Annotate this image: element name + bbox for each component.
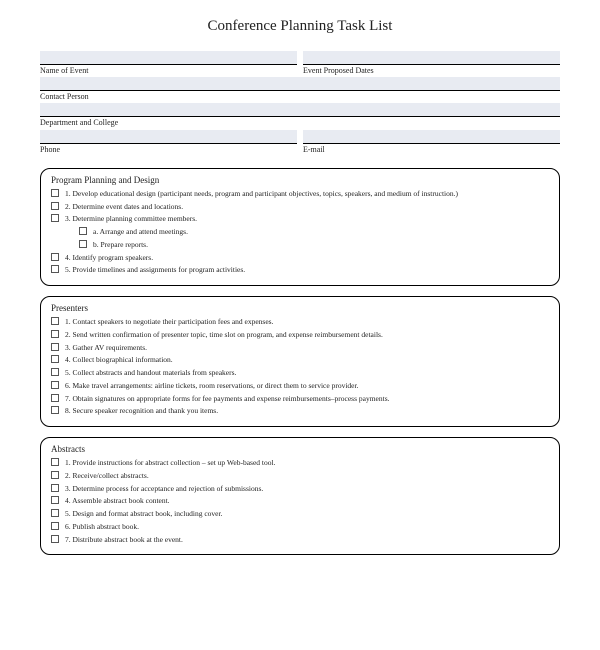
checkbox[interactable] — [51, 535, 59, 543]
task-text: 5. Collect abstracts and handout materia… — [65, 367, 549, 378]
checkbox[interactable] — [51, 458, 59, 466]
section-title: Program Planning and Design — [51, 175, 549, 185]
task-item: 3. Gather AV requirements. — [51, 342, 549, 353]
event-dates-label: Event Proposed Dates — [303, 65, 560, 76]
checkbox[interactable] — [79, 240, 87, 248]
task-item: 5. Provide timelines and assignments for… — [51, 264, 549, 275]
contact-person-input[interactable] — [40, 77, 560, 91]
page-title: Conference Planning Task List — [40, 18, 560, 35]
checkbox[interactable] — [51, 496, 59, 504]
task-item: 2. Determine event dates and locations. — [51, 201, 549, 212]
task-text: 4. Identify program speakers. — [65, 252, 549, 263]
checkbox[interactable] — [51, 189, 59, 197]
task-text: 7. Distribute abstract book at the event… — [65, 534, 549, 545]
checkbox[interactable] — [51, 202, 59, 210]
contact-person-label: Contact Person — [40, 91, 560, 102]
phone-input[interactable] — [40, 130, 297, 144]
task-text: 1. Develop educational design (participa… — [65, 188, 549, 199]
task-list: 1. Contact speakers to negotiate their p… — [51, 316, 549, 417]
task-item: 1. Contact speakers to negotiate their p… — [51, 316, 549, 327]
phone-label: Phone — [40, 144, 297, 155]
task-text: b. Prepare reports. — [93, 239, 549, 250]
task-text: 8. Secure speaker recognition and thank … — [65, 405, 549, 416]
section-1: Presenters 1. Contact speakers to negotia… — [40, 296, 560, 427]
section-title: Abstracts — [51, 444, 549, 454]
checkbox[interactable] — [79, 227, 87, 235]
task-item: 1. Develop educational design (participa… — [51, 188, 549, 199]
task-item: 7. Distribute abstract book at the event… — [51, 534, 549, 545]
task-item: 2. Send written confirmation of presente… — [51, 329, 549, 340]
checkbox[interactable] — [51, 330, 59, 338]
task-text: 6. Publish abstract book. — [65, 521, 549, 532]
task-text: a. Arrange and attend meetings. — [93, 226, 549, 237]
name-of-event-input[interactable] — [40, 51, 297, 65]
task-text: 7. Obtain signatures on appropriate form… — [65, 393, 549, 404]
department-college-label: Department and College — [40, 117, 560, 128]
task-text: 2. Receive/collect abstracts. — [65, 470, 549, 481]
section-0: Program Planning and Design 1. Develop ed… — [40, 168, 560, 286]
email-label: E-mail — [303, 144, 560, 155]
checkbox[interactable] — [51, 265, 59, 273]
task-item: 5. Collect abstracts and handout materia… — [51, 367, 549, 378]
checkbox[interactable] — [51, 317, 59, 325]
checkbox[interactable] — [51, 368, 59, 376]
task-item: 7. Obtain signatures on appropriate form… — [51, 393, 549, 404]
checkbox[interactable] — [51, 394, 59, 402]
task-text: 6. Make travel arrangements: airline tic… — [65, 380, 549, 391]
task-item: b. Prepare reports. — [51, 239, 549, 250]
task-item: 6. Publish abstract book. — [51, 521, 549, 532]
task-text: 2. Send written confirmation of presente… — [65, 329, 549, 340]
task-item: 4. Identify program speakers. — [51, 252, 549, 263]
task-item: 4. Assemble abstract book content. — [51, 495, 549, 506]
checkbox[interactable] — [51, 381, 59, 389]
task-text: 5. Design and format abstract book, incl… — [65, 508, 549, 519]
form-area: Name of Event Event Proposed Dates Conta… — [40, 51, 560, 156]
checkbox[interactable] — [51, 406, 59, 414]
task-item: 5. Design and format abstract book, incl… — [51, 508, 549, 519]
checkbox[interactable] — [51, 484, 59, 492]
checkbox[interactable] — [51, 355, 59, 363]
department-college-input[interactable] — [40, 103, 560, 117]
task-text: 1. Provide instructions for abstract col… — [65, 457, 549, 468]
task-item: 3. Determine process for acceptance and … — [51, 483, 549, 494]
task-item: 1. Provide instructions for abstract col… — [51, 457, 549, 468]
checkbox[interactable] — [51, 343, 59, 351]
task-text: 5. Provide timelines and assignments for… — [65, 264, 549, 275]
checkbox[interactable] — [51, 214, 59, 222]
checkbox[interactable] — [51, 522, 59, 530]
task-text: 2. Determine event dates and locations. — [65, 201, 549, 212]
event-dates-input[interactable] — [303, 51, 560, 65]
task-text: 3. Determine process for acceptance and … — [65, 483, 549, 494]
task-item: a. Arrange and attend meetings. — [51, 226, 549, 237]
task-item: 2. Receive/collect abstracts. — [51, 470, 549, 481]
email-input[interactable] — [303, 130, 560, 144]
checkbox[interactable] — [51, 253, 59, 261]
task-list: 1. Provide instructions for abstract col… — [51, 457, 549, 545]
section-2: Abstracts 1. Provide instructions for abs… — [40, 437, 560, 555]
name-of-event-label: Name of Event — [40, 65, 297, 76]
task-item: 3. Determine planning committee members. — [51, 213, 549, 224]
checkbox[interactable] — [51, 471, 59, 479]
task-item: 4. Collect biographical information. — [51, 354, 549, 365]
task-text: 4. Collect biographical information. — [65, 354, 549, 365]
task-item: 8. Secure speaker recognition and thank … — [51, 405, 549, 416]
task-text: 1. Contact speakers to negotiate their p… — [65, 316, 549, 327]
section-title: Presenters — [51, 303, 549, 313]
task-text: 4. Assemble abstract book content. — [65, 495, 549, 506]
task-text: 3. Determine planning committee members. — [65, 213, 549, 224]
task-item: 6. Make travel arrangements: airline tic… — [51, 380, 549, 391]
task-list: 1. Develop educational design (participa… — [51, 188, 549, 276]
task-text: 3. Gather AV requirements. — [65, 342, 549, 353]
checkbox[interactable] — [51, 509, 59, 517]
